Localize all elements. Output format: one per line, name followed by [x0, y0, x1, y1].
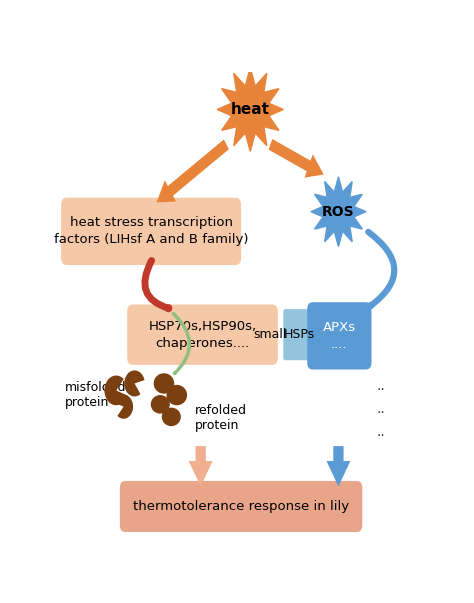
FancyBboxPatch shape: [307, 302, 372, 370]
Polygon shape: [189, 446, 213, 487]
Wedge shape: [115, 394, 133, 418]
Ellipse shape: [154, 373, 174, 394]
Text: misfolded
protein: misfolded protein: [65, 381, 126, 409]
Ellipse shape: [151, 395, 170, 414]
FancyBboxPatch shape: [127, 305, 278, 365]
Polygon shape: [269, 139, 324, 178]
FancyBboxPatch shape: [61, 198, 241, 265]
Text: HSP70s,HSP90s,
chaperones....: HSP70s,HSP90s, chaperones....: [148, 320, 256, 350]
Text: ROS: ROS: [322, 204, 355, 219]
Polygon shape: [156, 139, 229, 203]
Ellipse shape: [162, 408, 181, 426]
FancyBboxPatch shape: [283, 309, 315, 360]
Polygon shape: [217, 68, 283, 151]
Polygon shape: [327, 446, 350, 487]
Text: APXs
....: APXs ....: [323, 321, 356, 351]
FancyArrowPatch shape: [368, 232, 394, 306]
FancyArrowPatch shape: [145, 260, 169, 309]
Text: thermotolerance response in lily: thermotolerance response in lily: [133, 500, 349, 513]
Text: refolded
protein: refolded protein: [195, 404, 247, 432]
Polygon shape: [311, 177, 366, 247]
Text: ..: ..: [376, 379, 385, 393]
Text: HSPs: HSPs: [283, 328, 315, 341]
Text: heat stress transcription
factors (LIHsf A and B family): heat stress transcription factors (LIHsf…: [54, 216, 248, 247]
Ellipse shape: [166, 385, 187, 405]
Text: ..: ..: [376, 425, 385, 439]
Text: ..: ..: [376, 402, 385, 416]
FancyArrowPatch shape: [173, 314, 190, 373]
Wedge shape: [104, 376, 127, 405]
FancyBboxPatch shape: [120, 481, 362, 532]
Text: small: small: [254, 328, 287, 341]
Text: heat: heat: [231, 102, 270, 117]
Wedge shape: [124, 370, 145, 396]
